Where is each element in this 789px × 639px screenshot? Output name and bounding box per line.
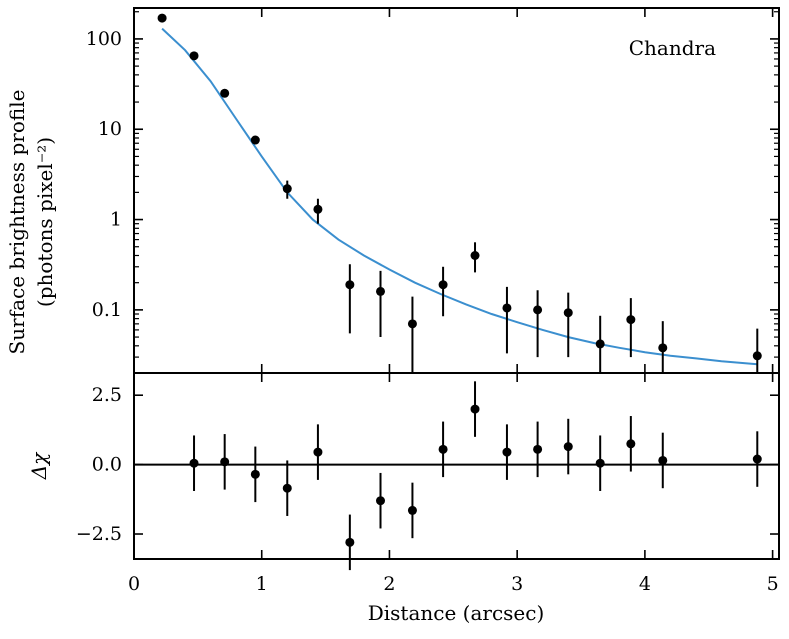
residual-data-point [438, 444, 448, 454]
profile-data-point [157, 13, 167, 23]
residual-data-point [250, 469, 260, 479]
x-tick-label: 0 [128, 573, 140, 595]
profile-y-tick-label: 0.1 [92, 299, 122, 321]
residual-data-point [407, 505, 417, 515]
residual-data-point [313, 447, 323, 457]
profile-data-point [345, 280, 355, 290]
profile-y-tick-label: 10 [98, 118, 122, 140]
x-tick-label: 4 [639, 573, 651, 595]
residual-data-point [345, 537, 355, 547]
residual-data-point [220, 457, 230, 467]
profile-data-points [157, 13, 762, 373]
x-tick-label: 2 [383, 573, 395, 595]
profile-data-point [407, 319, 417, 329]
profile-y-label-line2: (photons pixel⁻²) [33, 137, 57, 307]
profile-y-tick-labels: 0.1 1 10 100 [86, 28, 122, 321]
model-line [161, 27, 758, 366]
profile-y-tick-label: 1 [110, 209, 122, 231]
residual-data-points [189, 381, 762, 571]
profile-data-point [502, 303, 512, 313]
residual-data-point [376, 496, 386, 506]
x-tick-label: 1 [256, 573, 268, 595]
residual-data-point [470, 404, 480, 414]
residual-ticks [133, 373, 779, 559]
profile-data-point [438, 280, 448, 290]
residual-data-point [282, 483, 292, 493]
residual-data-point [502, 447, 512, 457]
instrument-annotation: Chandra [629, 36, 716, 60]
profile-data-point [658, 343, 668, 353]
profile-data-point [752, 351, 762, 361]
profile-data-point [189, 51, 199, 61]
residual-y-tick-labels: −2.5 0.0 2.5 [76, 384, 122, 545]
residual-data-point [595, 458, 605, 468]
profile-data-point [626, 315, 636, 325]
profile-y-tick-label: 100 [86, 28, 122, 50]
residual-y-label: Δχ [27, 451, 51, 480]
profile-frame [133, 7, 780, 374]
residual-data-point [533, 444, 543, 454]
profile-data-point [220, 88, 230, 98]
profile-data-point [250, 135, 260, 145]
profile-data-point [595, 339, 605, 349]
model-curve [161, 27, 758, 366]
residual-y-tick-label: 0.0 [92, 454, 122, 476]
x-tick-label: 3 [511, 573, 523, 595]
x-tick-labels: 0 1 2 3 4 5 [128, 573, 779, 595]
residual-data-point [563, 442, 573, 452]
profile-y-label-line1: Surface brightness profile [5, 90, 29, 355]
residual-y-tick-label: −2.5 [76, 523, 122, 545]
residual-data-point [658, 455, 668, 465]
profile-data-point [563, 308, 573, 318]
profile-data-point [533, 305, 543, 315]
profile-panel: Chandra 0.1 1 10 100 Surface brightness pro… [5, 7, 780, 374]
x-tick-label: 5 [767, 573, 779, 595]
profile-data-point [282, 184, 292, 194]
profile-data-point [470, 250, 480, 260]
profile-data-point [313, 204, 323, 214]
x-axis-label: Distance (arcsec) [368, 601, 545, 625]
residual-data-point [626, 439, 636, 449]
profile-data-point [376, 286, 386, 296]
residual-panel: −2.5 0.0 2.5 0 1 2 3 4 5 Δχ Distance (arcsec) [27, 372, 780, 625]
residual-data-point [752, 454, 762, 464]
residual-y-tick-label: 2.5 [92, 384, 122, 406]
residual-frame [133, 372, 780, 560]
profile-ticks [133, 8, 779, 374]
residual-data-point [189, 458, 199, 468]
